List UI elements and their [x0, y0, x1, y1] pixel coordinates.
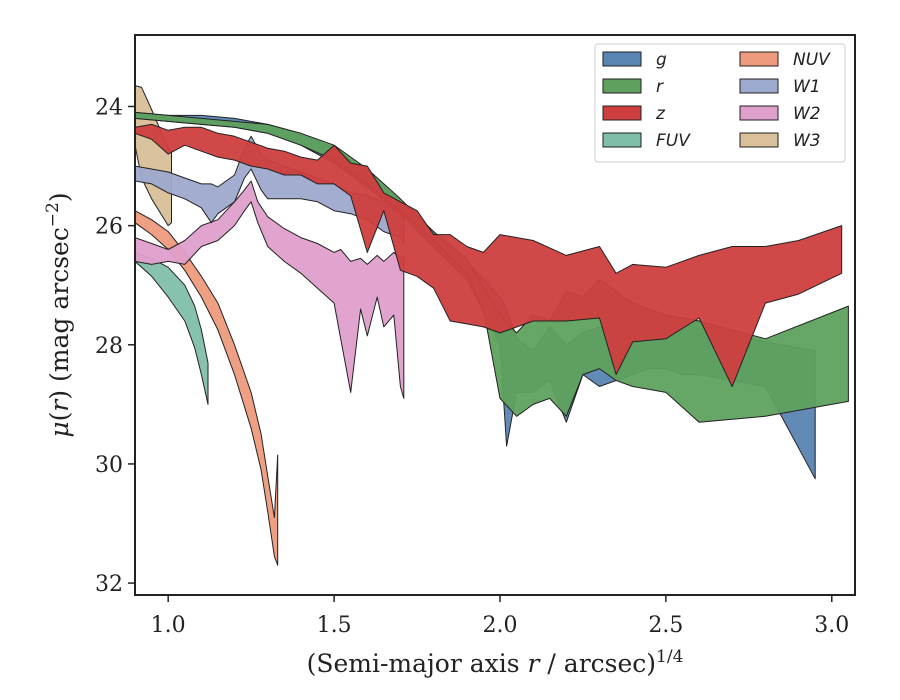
legend-label-w2: W2 [793, 104, 821, 124]
x-tick-label: 1.5 [317, 613, 352, 638]
y-axis-title-exponent: −2 [43, 202, 63, 227]
legend-label-w1: W1 [793, 77, 821, 97]
x-axis-title: (Semi-major axis r / arcsec)1/4 [307, 647, 684, 678]
y-axis-title-open: ( [45, 412, 74, 422]
y-axis-title-close: ) [45, 192, 74, 202]
band-w2 [135, 180, 405, 399]
legend-swatch-w1 [739, 78, 779, 94]
y-tick-label: 26 [95, 215, 123, 240]
legend: grz FUV NUV W1 W2 W3 [594, 43, 846, 163]
band-z [135, 123, 843, 387]
y-axis-title-r: r [45, 398, 74, 412]
x-axis-title-unit: / arcsec) [539, 649, 656, 678]
legend-box [594, 43, 846, 163]
band-fuv [135, 251, 209, 405]
legend-label-w3: W3 [793, 131, 821, 151]
legend-label-z: z [655, 104, 666, 124]
legend-swatch-g [602, 51, 642, 67]
legend-swatch-fuv [602, 132, 642, 148]
plot-frame [134, 34, 856, 596]
axes: 1.0 1.5 2.0 2.5 3.0 24 26 28 30 32 [95, 95, 849, 638]
y-axis-title: μ(r) (mag arcsec−2) [43, 192, 74, 437]
y-tick-label: 32 [95, 572, 123, 597]
band-nuv [135, 210, 279, 566]
profile-bands [135, 85, 849, 566]
x-tick-label: 2.5 [648, 613, 683, 638]
legend-label-r: r [656, 77, 664, 97]
x-axis-title-exponent: 1/4 [656, 647, 683, 667]
y-axis-title-mu: μ [45, 421, 74, 437]
legend-swatch-w3 [739, 132, 779, 148]
legend-swatch-w2 [739, 105, 779, 121]
x-tick-label: 2.0 [482, 613, 517, 638]
legend-label-g: g [656, 50, 667, 70]
legend-swatch-nuv [739, 51, 779, 67]
legend-swatch-z [602, 105, 642, 121]
y-tick-label: 30 [95, 453, 123, 478]
x-axis-title-main: (Semi-major axis [307, 649, 528, 678]
legend-label-fuv: FUV [656, 131, 691, 151]
x-tick-label: 1.0 [151, 613, 186, 638]
legend-swatch-r [602, 78, 642, 94]
x-axis-title-r: r [528, 649, 542, 678]
y-tick-label: 24 [95, 95, 123, 120]
legend-label-nuv: NUV [793, 50, 831, 70]
x-tick-label: 3.0 [814, 613, 849, 638]
y-axis-title-unit: ) (mag arcsec [45, 227, 74, 400]
y-tick-label: 28 [95, 334, 123, 359]
band-w3 [135, 85, 172, 227]
